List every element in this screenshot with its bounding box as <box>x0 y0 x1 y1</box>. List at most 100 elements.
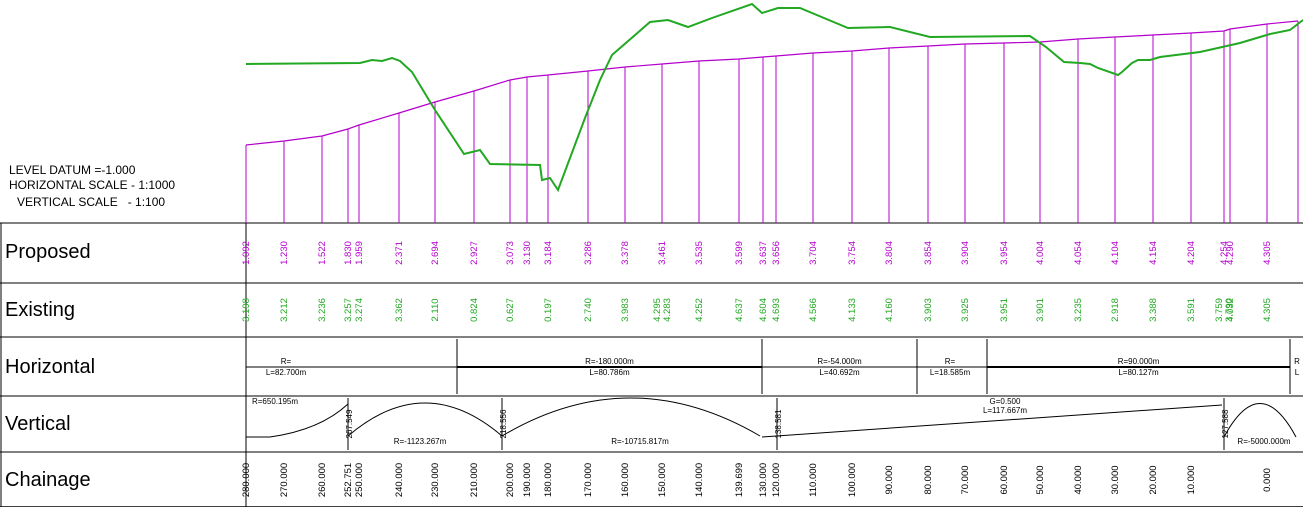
chainage-value: 0.000 <box>1262 468 1273 492</box>
proposed-level-value: 4.290 <box>1225 241 1236 265</box>
horizontal-radius-label: R=90.000m <box>1118 357 1160 366</box>
existing-level-value: 0.197 <box>543 298 554 322</box>
proposed-level-value: 3.461 <box>657 241 668 265</box>
proposed-level-value: 3.184 <box>543 241 554 265</box>
existing-ground-line <box>245 2 1303 193</box>
proposed-level-value: 3.804 <box>884 241 895 265</box>
vertical-alignment-band: R=650.195m R=-1123.267m R=-10715.817m G=0.5… <box>246 397 1297 450</box>
horizontal-radius-label: R=-54.000m <box>817 357 862 366</box>
proposed-level-value: 2.694 <box>430 241 441 265</box>
existing-level-value: 3.362 <box>394 298 405 322</box>
chainage-value: 10.000 <box>1186 465 1197 494</box>
existing-level-value: 3.951 <box>999 298 1010 322</box>
vertical-curve <box>1223 403 1297 438</box>
vertical-curve <box>347 402 503 437</box>
proposed-level-value: 3.954 <box>999 241 1010 265</box>
existing-level-value: 0.627 <box>505 298 516 322</box>
proposed-level-value: 4.305 <box>1262 241 1273 265</box>
proposed-level-value: 4.154 <box>1148 241 1159 265</box>
proposed-level-value: 3.904 <box>960 241 971 265</box>
horizontal-length-label: L <box>1295 368 1300 377</box>
chainage-value: 240.000 <box>394 463 405 497</box>
row-label-vertical: Vertical <box>5 413 71 435</box>
proposed-level-value: 2.927 <box>469 241 480 265</box>
existing-level-value: 4.305 <box>1262 298 1273 322</box>
level-datum-label: LEVEL DATUM =-1.000 <box>9 163 136 177</box>
proposed-level-value: 4.254 <box>1219 241 1230 265</box>
proposed-level-value: 4.204 <box>1186 241 1197 265</box>
existing-level-value: 4.252 <box>694 298 705 322</box>
existing-level-value: 3.901 <box>1035 298 1046 322</box>
proposed-level-value: 1.959 <box>354 241 365 265</box>
chainage-value: 180.000 <box>543 463 554 497</box>
proposed-level-value: 3.854 <box>923 241 934 265</box>
existing-level-value: 3.257 <box>343 298 354 322</box>
existing-level-value: 3.212 <box>279 298 290 322</box>
proposed-level-value: 3.130 <box>522 241 533 265</box>
chainage-value: 90.000 <box>884 465 895 494</box>
proposed-profile-line <box>245 20 1299 146</box>
proposed-level-value: 3.286 <box>583 241 594 265</box>
vertical-curve-label: R=-5000.000m <box>1237 437 1290 446</box>
vertical-scale-label: VERTICAL SCALE - 1:100 <box>17 195 166 209</box>
chainage-value: 120.000 <box>771 463 782 497</box>
existing-level-value: 4.283 <box>662 298 673 322</box>
proposed-level-value: 4.004 <box>1035 241 1046 265</box>
row-label-existing: Existing <box>5 299 75 321</box>
proposed-level-value: 3.073 <box>505 241 516 265</box>
chainage-value: 252.751 <box>343 463 354 497</box>
proposed-level-value: 1.830 <box>343 241 354 265</box>
horizontal-length-label: L=82.700m <box>266 368 307 377</box>
row-label-horizontal: Horizontal <box>5 356 95 378</box>
vertical-ip-chainage: 218.556 <box>499 409 508 438</box>
vertical-curve-label: L=117.667m <box>983 406 1027 415</box>
vertical-grade-line <box>761 404 1223 438</box>
vertical-ip-chainage: 138.581 <box>774 409 783 438</box>
chainage-value: 139.699 <box>734 463 745 497</box>
existing-level-value: 4.160 <box>884 298 895 322</box>
proposed-level-value: 2.371 <box>394 241 405 265</box>
proposed-level-value: 3.378 <box>620 241 631 265</box>
band-grid <box>0 222 1303 507</box>
existing-level-value: 3.759 <box>1214 298 1225 322</box>
proposed-level-value: 1.230 <box>279 241 290 265</box>
proposed-level-value: 3.637 <box>758 241 769 265</box>
chainage-value: 20.000 <box>1148 465 1159 494</box>
existing-level-value: 4.032 <box>1225 298 1236 322</box>
existing-level-value: 3.235 <box>1073 298 1084 322</box>
vertical-curve <box>246 403 349 438</box>
chainage-value: 130.000 <box>758 463 769 497</box>
proposed-level-value: 4.104 <box>1110 241 1121 265</box>
chainage-value: 70.000 <box>960 465 971 494</box>
existing-level-value: 4.566 <box>808 298 819 322</box>
chainage-value: 160.000 <box>620 463 631 497</box>
existing-level-value: 3.903 <box>923 298 934 322</box>
existing-level-value: 2.110 <box>430 298 441 321</box>
proposed-level-labels: 1.092 1.230 1.522 1.830 1.959 2.371 2.694 2.927… <box>241 241 1273 265</box>
proposed-level-value: 3.535 <box>694 241 705 265</box>
chainage-value: 190.000 <box>522 463 533 497</box>
horizontal-length-label: L=18.585m <box>930 368 971 377</box>
chainage-value: 50.000 <box>1035 465 1046 494</box>
chainage-value: 60.000 <box>999 465 1010 494</box>
chainage-value: 100.000 <box>847 463 858 497</box>
existing-level-labels: 3.198 3.212 3.236 3.257 3.274 3.362 2.110 0.824… <box>241 298 1273 322</box>
horizontal-length-label: L=80.786m <box>589 368 630 377</box>
vertical-ip-chainage: 267.549 <box>345 409 354 438</box>
existing-level-value: 0.824 <box>469 298 480 322</box>
existing-level-value: 3.983 <box>620 298 631 322</box>
horizontal-scale-label: HORIZONTAL SCALE - 1:1000 <box>9 178 176 192</box>
horizontal-alignment-band: R= L=82.700m R=-180.000m L=80.786m R=-54.000… <box>246 339 1300 394</box>
chainage-value: 40.000 <box>1073 465 1084 494</box>
vertical-curve-label: R=650.195m <box>252 397 298 406</box>
proposed-level-value: 3.704 <box>808 241 819 265</box>
existing-level-value: 3.388 <box>1148 298 1159 322</box>
station-lines <box>245 21 1299 223</box>
proposed-level-value: 3.656 <box>771 241 782 265</box>
chainage-value: 250.000 <box>354 463 365 497</box>
proposed-level-value: 1.522 <box>317 241 328 265</box>
horizontal-length-label: L=40.692m <box>819 368 860 377</box>
proposed-level-value: 3.754 <box>847 241 858 265</box>
existing-level-value: 2.740 <box>583 298 594 322</box>
